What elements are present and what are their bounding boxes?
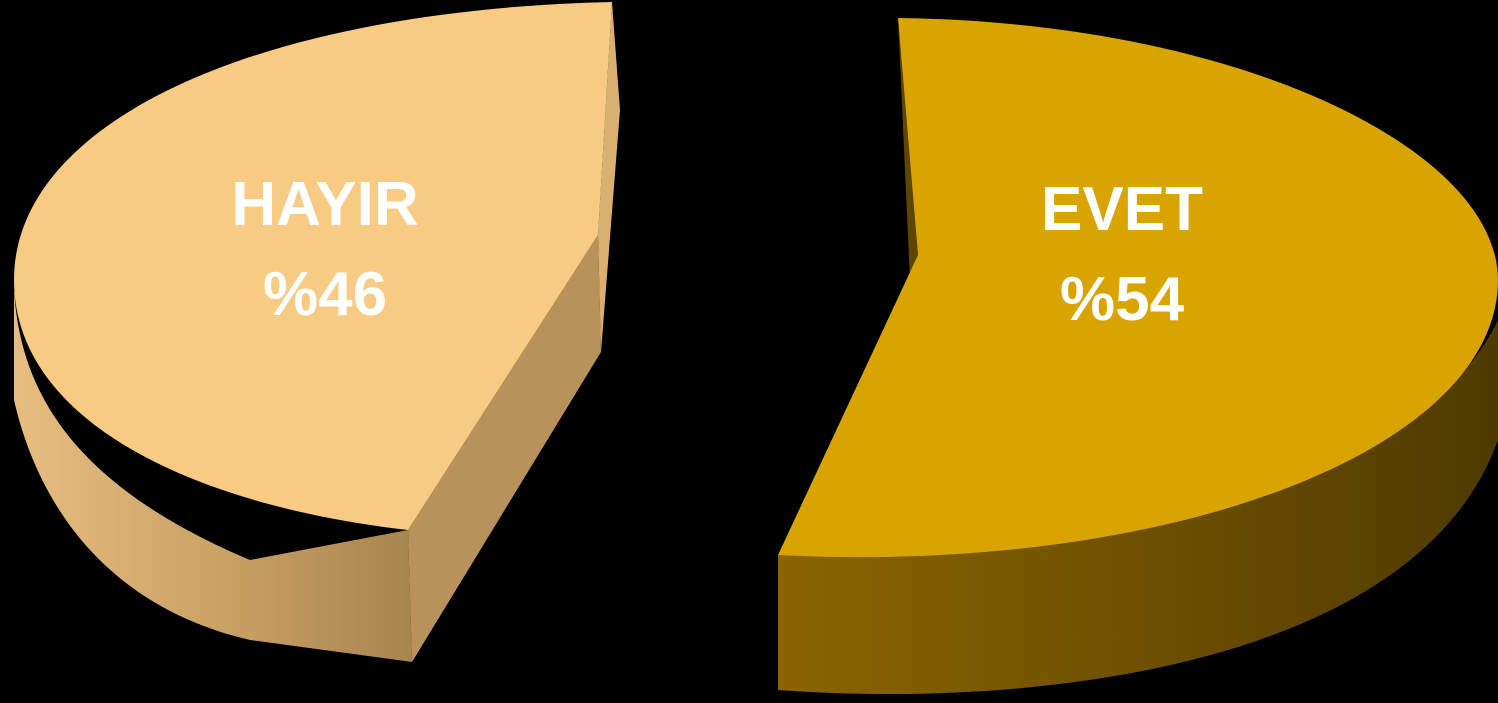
label-evet-value: %54 <box>1060 265 1185 334</box>
label-evet-category: EVET <box>1041 175 1203 244</box>
slice-evet-outer-side <box>778 320 1498 695</box>
pie-slice-hayir <box>14 2 620 662</box>
label-hayir-category: HAYIR <box>231 170 418 239</box>
pie-slice-evet <box>778 18 1498 695</box>
slice-evet-inner-side <box>898 18 918 280</box>
slice-hayir-top <box>14 2 612 530</box>
slice-hayir-inner-side <box>598 2 620 352</box>
slice-hayir-cut-side <box>408 235 601 662</box>
slice-evet-top <box>778 18 1498 558</box>
label-hayir-value: %46 <box>263 260 387 329</box>
slice-hayir-outer-side <box>14 290 412 662</box>
